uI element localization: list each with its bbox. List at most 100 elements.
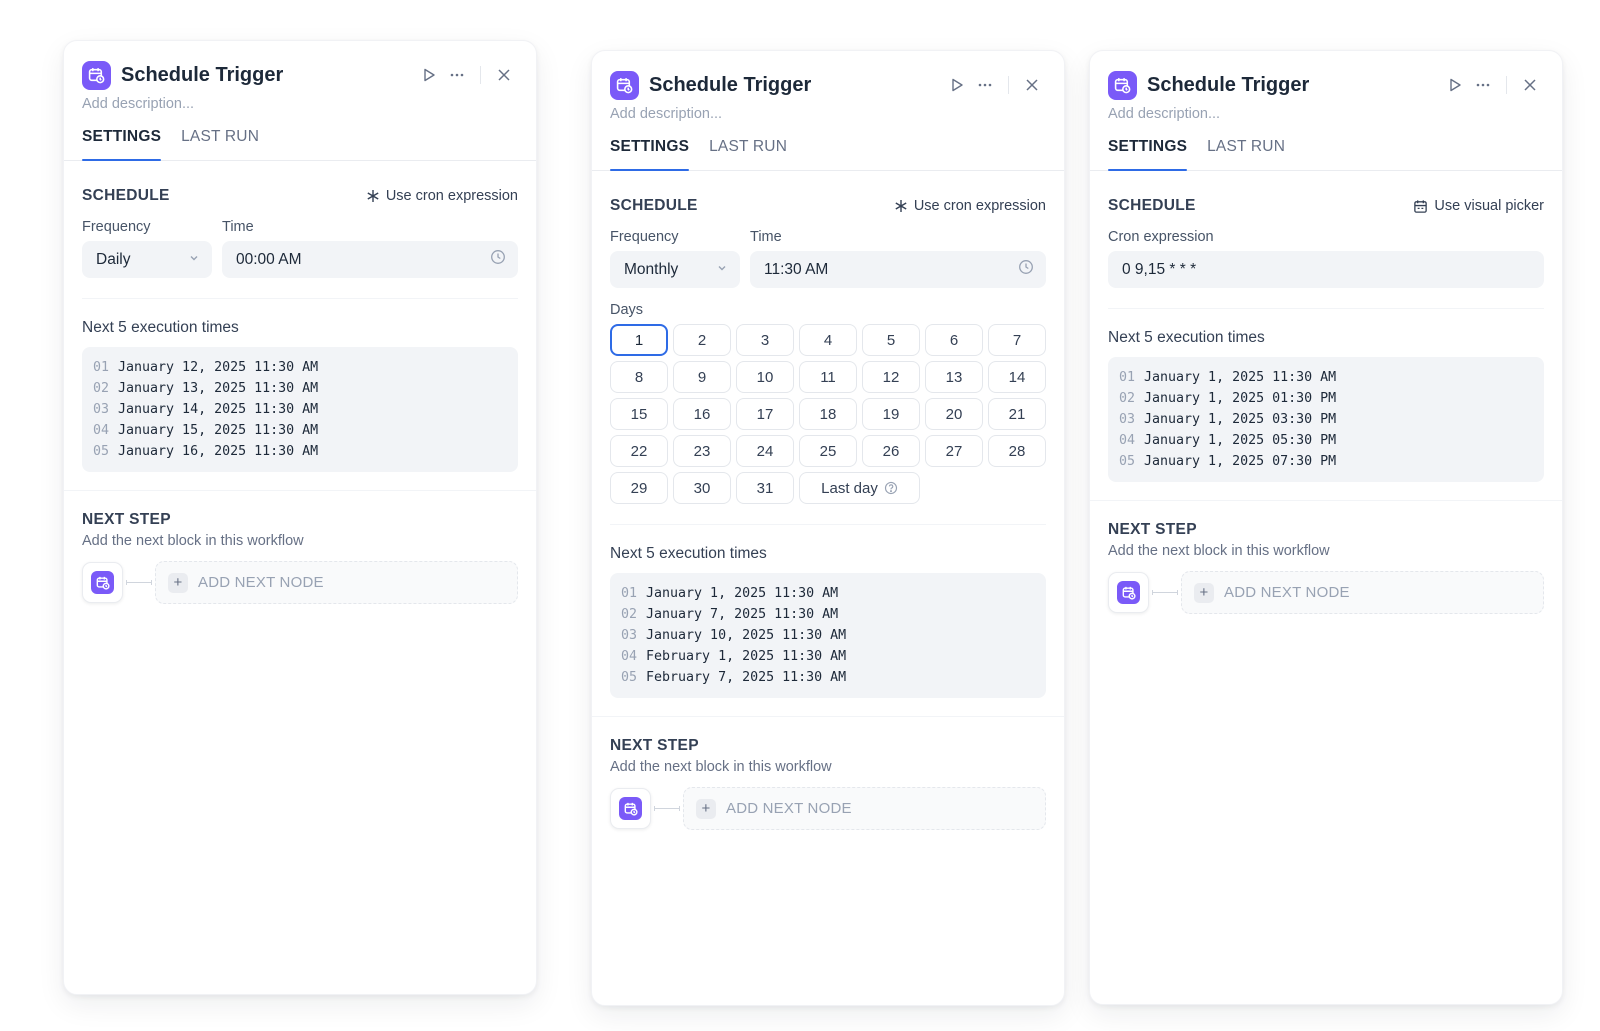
tab-bar: SETTINGS LAST RUN [1090, 131, 1562, 171]
use-visual-picker-label: Use visual picker [1434, 198, 1544, 214]
day-button[interactable]: 3 [736, 324, 794, 356]
more-icon[interactable] [971, 71, 999, 99]
divider [592, 716, 1064, 717]
day-button[interactable]: 5 [862, 324, 920, 356]
current-node[interactable] [1108, 572, 1149, 613]
frequency-value: Daily [96, 250, 131, 268]
use-cron-label: Use cron expression [913, 198, 1046, 214]
schedule-node-icon [82, 60, 111, 90]
exec-time-row: 05 February 7, 2025 11:30 AM [621, 670, 847, 685]
last-day-button[interactable]: Last day [799, 472, 920, 504]
schedule-node-icon [619, 797, 642, 820]
run-icon[interactable] [1441, 71, 1469, 99]
day-button[interactable]: 8 [610, 361, 668, 393]
last-day-label: Last day [821, 479, 878, 497]
time-value: 11:30 AM [764, 260, 829, 278]
day-button[interactable]: 21 [988, 398, 1046, 430]
day-button[interactable]: 31 [736, 472, 794, 504]
schedule-trigger-panel-cron: Schedule Trigger Add description... SETT… [1089, 50, 1563, 1005]
add-next-node-button[interactable]: + ADD NEXT NODE [683, 787, 1046, 830]
header-divider [1506, 76, 1507, 94]
day-button[interactable]: 13 [925, 361, 983, 393]
plus-icon: + [168, 572, 188, 593]
add-next-node-button[interactable]: + ADD NEXT NODE [1181, 571, 1544, 614]
day-button[interactable]: 18 [799, 398, 857, 430]
exec-times-heading: Next 5 execution times [1108, 329, 1265, 346]
current-node[interactable] [610, 788, 651, 829]
day-button[interactable]: 30 [673, 472, 731, 504]
day-button[interactable]: 24 [736, 435, 794, 467]
schedule-node-icon [1117, 581, 1140, 604]
run-icon[interactable] [943, 71, 971, 99]
divider [82, 298, 518, 299]
add-next-node-button[interactable]: + ADD NEXT NODE [155, 561, 518, 604]
day-button[interactable]: 10 [736, 361, 794, 393]
exec-time-row: 03 January 1, 2025 03:30 PM [1119, 412, 1337, 427]
tab-bar: SETTINGS LAST RUN [592, 131, 1064, 171]
description-input[interactable]: Add description... [610, 106, 723, 122]
help-icon[interactable] [884, 481, 898, 495]
current-node[interactable] [82, 562, 123, 603]
cron-value: 0 9,15 * * * [1122, 260, 1197, 278]
use-cron-button[interactable]: Use cron expression [894, 198, 1046, 214]
use-cron-label: Use cron expression [385, 188, 518, 204]
day-button[interactable]: 22 [610, 435, 668, 467]
description-input[interactable]: Add description... [82, 96, 195, 112]
use-visual-picker-button[interactable]: Use visual picker [1413, 198, 1544, 214]
tab-last-run[interactable]: LAST RUN [1207, 138, 1286, 155]
schedule-heading: SCHEDULE [1108, 197, 1196, 214]
run-icon[interactable] [415, 61, 443, 89]
day-button[interactable]: 7 [988, 324, 1046, 356]
header-divider [480, 66, 481, 84]
frequency-select[interactable]: Monthly [610, 251, 740, 288]
day-button[interactable]: 23 [673, 435, 731, 467]
day-button[interactable]: 12 [862, 361, 920, 393]
day-button[interactable]: 16 [673, 398, 731, 430]
day-button[interactable]: 26 [862, 435, 920, 467]
frequency-select[interactable]: Daily [82, 241, 212, 278]
day-button[interactable]: 27 [925, 435, 983, 467]
add-next-node-label: ADD NEXT NODE [726, 800, 852, 817]
day-button[interactable]: 25 [799, 435, 857, 467]
use-cron-button[interactable]: Use cron expression [366, 188, 518, 204]
exec-times-heading: Next 5 execution times [82, 319, 239, 336]
schedule-node-icon [1108, 70, 1137, 100]
cron-expression-input[interactable]: 0 9,15 * * * [1108, 251, 1544, 288]
tab-settings[interactable]: SETTINGS [610, 131, 690, 171]
exec-times-list: 01 January 12, 2025 11:30 AM 02 January 13… [82, 347, 518, 472]
exec-time-row: 01 January 1, 2025 11:30 AM [621, 586, 839, 601]
close-icon[interactable] [1018, 71, 1046, 99]
day-button[interactable]: 14 [988, 361, 1046, 393]
exec-time-row: 02 January 7, 2025 11:30 AM [621, 607, 839, 622]
next-step-subtitle: Add the next block in this workflow [1108, 543, 1330, 559]
day-button[interactable]: 19 [862, 398, 920, 430]
day-button[interactable]: 15 [610, 398, 668, 430]
tab-settings[interactable]: SETTINGS [1108, 131, 1188, 171]
day-button[interactable]: 2 [673, 324, 731, 356]
more-icon[interactable] [1469, 71, 1497, 99]
time-label: Time [750, 229, 782, 245]
day-button[interactable]: 4 [799, 324, 857, 356]
day-button[interactable]: 29 [610, 472, 668, 504]
close-icon[interactable] [490, 61, 518, 89]
close-icon[interactable] [1516, 71, 1544, 99]
tab-last-run[interactable]: LAST RUN [709, 138, 788, 155]
day-button[interactable]: 20 [925, 398, 983, 430]
day-button[interactable]: 17 [736, 398, 794, 430]
day-button[interactable]: 28 [988, 435, 1046, 467]
panel-header: Schedule Trigger [64, 41, 536, 90]
description-input[interactable]: Add description... [1108, 106, 1221, 122]
tab-last-run[interactable]: LAST RUN [181, 128, 260, 145]
clock-icon [1018, 259, 1034, 280]
tab-settings[interactable]: SETTINGS [82, 121, 162, 161]
next-step-heading: NEXT STEP [610, 737, 699, 754]
day-button[interactable]: 1 [610, 324, 668, 356]
time-input[interactable]: 00:00 AM [222, 241, 518, 278]
day-button[interactable]: 11 [799, 361, 857, 393]
more-icon[interactable] [443, 61, 471, 89]
day-button[interactable]: 6 [925, 324, 983, 356]
day-button[interactable]: 9 [673, 361, 731, 393]
frequency-label: Frequency [610, 229, 679, 245]
next-step-subtitle: Add the next block in this workflow [82, 533, 304, 549]
time-input[interactable]: 11:30 AM [750, 251, 1046, 288]
